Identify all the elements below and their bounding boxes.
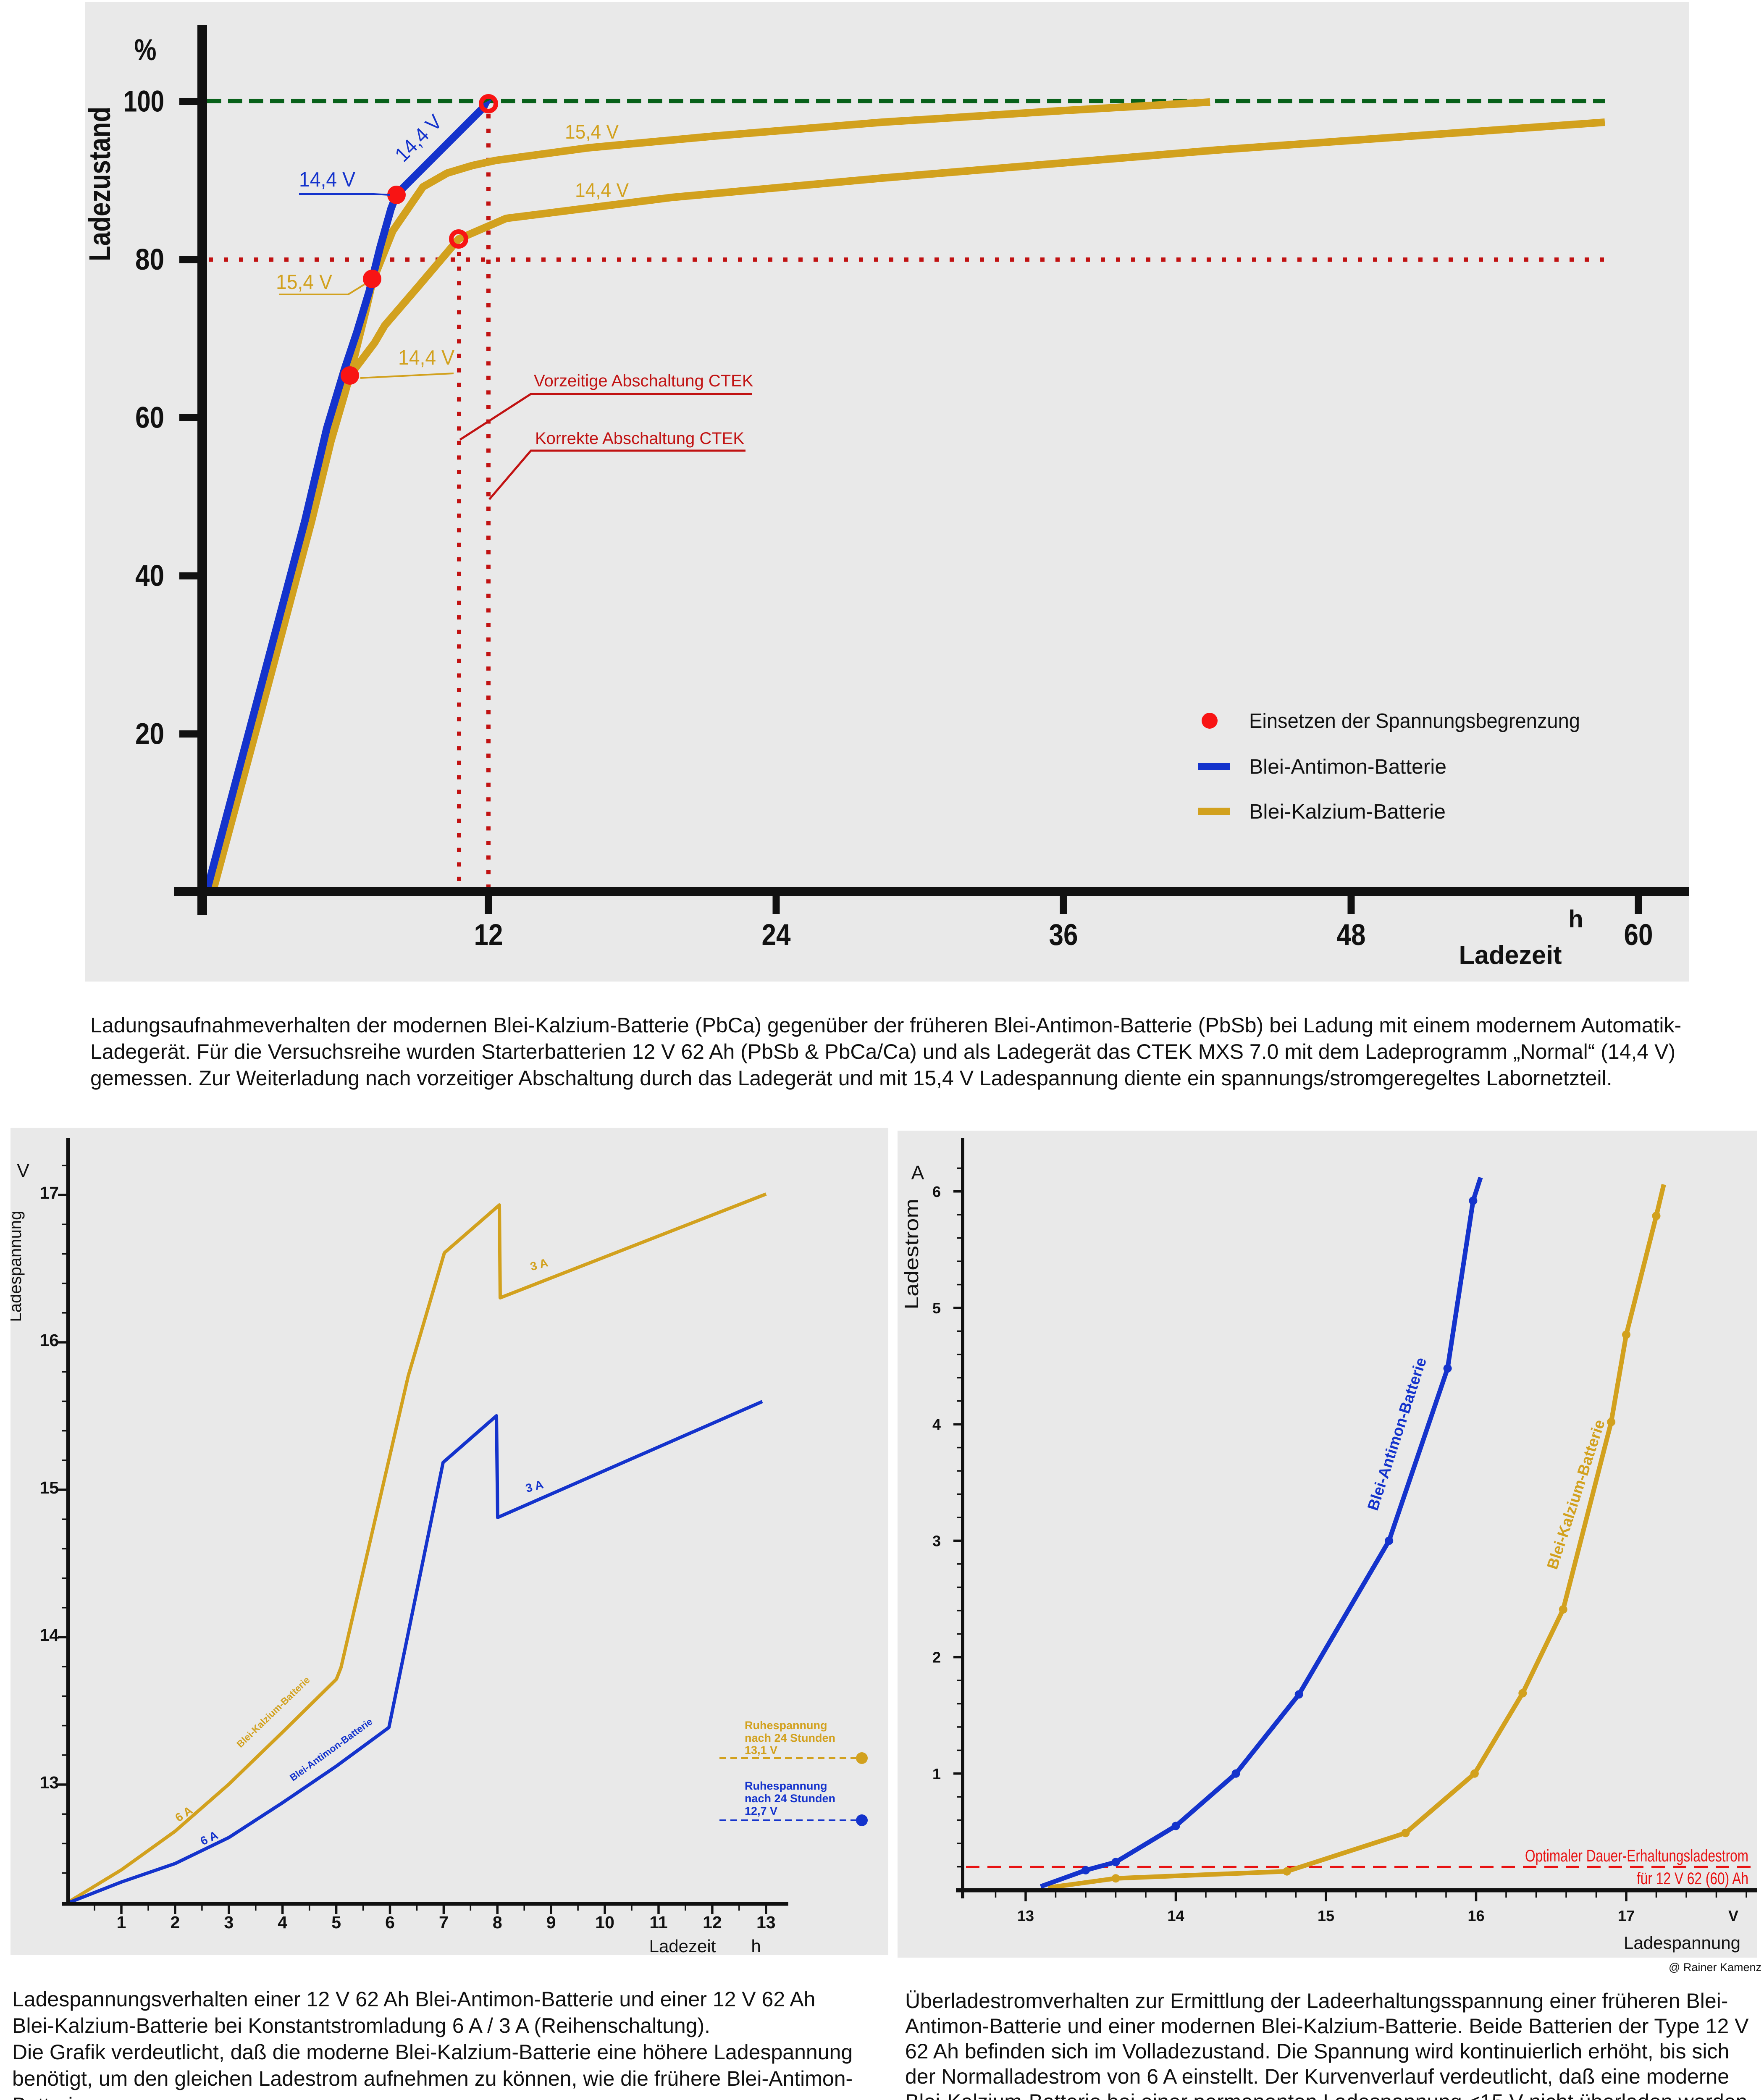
svg-text:80: 80 xyxy=(135,243,164,276)
svg-text:2: 2 xyxy=(932,1649,941,1666)
svg-text:6: 6 xyxy=(385,1913,395,1932)
svg-text:1: 1 xyxy=(932,1765,941,1782)
svg-text:5: 5 xyxy=(331,1913,341,1932)
svg-text:8: 8 xyxy=(493,1913,502,1932)
svg-text:48: 48 xyxy=(1337,919,1366,952)
svg-text:17: 17 xyxy=(39,1183,59,1202)
svg-text:V: V xyxy=(1728,1907,1738,1924)
svg-text:17: 17 xyxy=(1618,1907,1635,1924)
svg-text:nach 24 Stunden: nach 24 Stunden xyxy=(745,1732,835,1744)
svg-text:h: h xyxy=(751,1936,761,1955)
svg-text:15,4 V: 15,4 V xyxy=(565,121,619,143)
svg-text:14,4 V: 14,4 V xyxy=(299,168,355,191)
svg-text:24: 24 xyxy=(762,919,791,952)
svg-text:5: 5 xyxy=(932,1299,941,1317)
svg-text:14,4 V: 14,4 V xyxy=(575,179,629,201)
svg-text:Ladespannung: Ladespannung xyxy=(1624,1933,1740,1953)
svg-text:16: 16 xyxy=(39,1331,59,1350)
svg-text:40: 40 xyxy=(135,559,164,593)
svg-text:20: 20 xyxy=(135,718,164,751)
svg-text:7: 7 xyxy=(439,1913,449,1932)
svg-text:Optimaler Dauer-Erhaltungslade: Optimaler Dauer-Erhaltungsladestrom xyxy=(1525,1847,1748,1865)
svg-text:15: 15 xyxy=(39,1478,59,1497)
svg-text:36: 36 xyxy=(1049,919,1078,952)
svg-text:15,4 V: 15,4 V xyxy=(276,271,332,294)
svg-text:für 12 V 62 (60) Ah: für 12 V 62 (60) Ah xyxy=(1637,1869,1748,1888)
svg-text:nach 24 Stunden: nach 24 Stunden xyxy=(745,1792,835,1805)
svg-text:2: 2 xyxy=(170,1913,180,1932)
svg-text:Blei-Antimon-Batterie: Blei-Antimon-Batterie xyxy=(1249,756,1446,778)
svg-text:13: 13 xyxy=(756,1913,776,1932)
svg-text:16: 16 xyxy=(1467,1907,1484,1924)
svg-text:12,7 V: 12,7 V xyxy=(745,1805,777,1817)
svg-text:14: 14 xyxy=(39,1625,59,1645)
svg-text:4: 4 xyxy=(932,1416,941,1433)
svg-text:100: 100 xyxy=(123,85,164,118)
svg-text:60: 60 xyxy=(1624,919,1653,952)
svg-text:Vorzeitige Abschaltung CTEK: Vorzeitige Abschaltung CTEK xyxy=(534,372,753,390)
svg-text:6: 6 xyxy=(932,1183,941,1200)
svg-text:V: V xyxy=(17,1160,29,1181)
svg-text:12: 12 xyxy=(474,919,503,952)
svg-text:12: 12 xyxy=(703,1913,722,1932)
svg-text:15: 15 xyxy=(1318,1907,1334,1924)
svg-text:Ladezustand: Ladezustand xyxy=(85,107,117,261)
svg-text:Ruhespannung: Ruhespannung xyxy=(745,1719,827,1732)
svg-text:Ruhespannung: Ruhespannung xyxy=(745,1780,827,1792)
svg-text:3: 3 xyxy=(224,1913,234,1932)
svg-text:13,1 V: 13,1 V xyxy=(745,1744,777,1756)
svg-text:Ladezeit: Ladezeit xyxy=(1459,941,1562,970)
svg-text:Ladezeit: Ladezeit xyxy=(649,1936,716,1955)
svg-text:h: h xyxy=(1568,906,1583,933)
svg-text:4: 4 xyxy=(278,1913,287,1932)
svg-text:14: 14 xyxy=(1167,1907,1184,1924)
svg-text:1: 1 xyxy=(117,1913,126,1932)
svg-text:Ladespannung: Ladespannung xyxy=(10,1211,25,1322)
svg-text:13: 13 xyxy=(1017,1907,1034,1924)
svg-text:13: 13 xyxy=(39,1773,59,1792)
svg-text:10: 10 xyxy=(595,1913,614,1932)
svg-text:%: % xyxy=(134,34,157,67)
svg-text:Ladestrom: Ladestrom xyxy=(900,1199,922,1310)
svg-text:11: 11 xyxy=(649,1913,667,1932)
svg-text:Blei-Kalzium-Batterie: Blei-Kalzium-Batterie xyxy=(1249,801,1446,823)
svg-text:A: A xyxy=(911,1162,924,1184)
svg-text:Einsetzen der Spannungsbegrenz: Einsetzen der Spannungsbegrenzung xyxy=(1249,710,1580,732)
svg-text:9: 9 xyxy=(546,1913,556,1932)
svg-text:14,4 V: 14,4 V xyxy=(398,346,454,369)
svg-text:Korrekte Abschaltung CTEK: Korrekte Abschaltung CTEK xyxy=(535,429,744,448)
svg-text:60: 60 xyxy=(135,402,164,435)
svg-text:3: 3 xyxy=(932,1532,941,1549)
